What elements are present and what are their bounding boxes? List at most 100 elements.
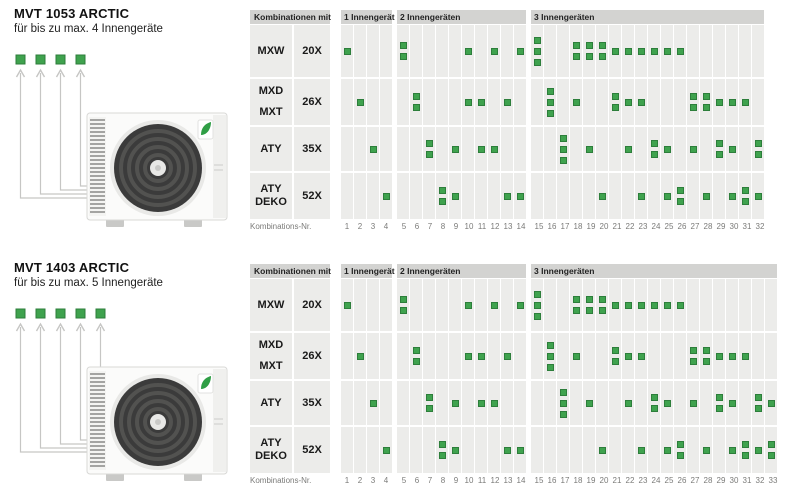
grid-column	[436, 279, 448, 331]
grid-column	[687, 279, 699, 331]
grid-column	[462, 173, 474, 219]
grid-column	[367, 279, 379, 331]
size-label: 52X	[294, 173, 330, 219]
grid-column	[661, 381, 673, 425]
combination-marker	[624, 47, 632, 55]
combination-number: 28	[703, 222, 713, 231]
combination-marker	[399, 53, 407, 60]
grid-column	[544, 25, 556, 77]
group-strip	[531, 25, 764, 77]
grid-column	[436, 381, 448, 425]
grid-column	[354, 381, 366, 425]
combination-marker	[533, 312, 541, 320]
group-strip	[397, 279, 526, 331]
combination-marker	[451, 446, 459, 454]
grid-column	[531, 381, 543, 425]
combination-marker	[490, 145, 498, 153]
grid-column	[449, 333, 461, 379]
grid-column	[674, 127, 686, 171]
grid-column	[410, 279, 422, 331]
grid-column	[514, 333, 526, 379]
grid-column	[354, 25, 366, 77]
grid-column	[635, 127, 647, 171]
grid-column	[752, 381, 764, 425]
grid-column	[514, 25, 526, 77]
grid-column	[475, 127, 487, 171]
grid-column	[475, 173, 487, 219]
group-strip	[397, 333, 526, 379]
combination-marker	[412, 347, 420, 354]
combination-marker	[741, 352, 749, 360]
group-strip	[341, 279, 392, 331]
grid-column	[341, 79, 353, 125]
grid-column	[570, 127, 582, 171]
combination-marker	[572, 296, 580, 303]
grid-column	[713, 127, 725, 171]
fan-ring	[135, 145, 181, 191]
grid-column	[557, 79, 569, 125]
footer-label: Kombinations-Nr.	[250, 476, 312, 485]
group-strip	[341, 127, 392, 171]
combination-marker	[412, 93, 420, 100]
grid-column	[674, 25, 686, 77]
fan-ring	[135, 399, 181, 445]
combination-marker	[533, 301, 541, 309]
grid-column	[514, 427, 526, 473]
grid-column	[488, 25, 500, 77]
grid-column	[596, 25, 608, 77]
grid-column	[635, 333, 647, 379]
footer-label: Kombinations-Nr.	[250, 222, 312, 231]
grid-column	[674, 173, 686, 219]
grid-column	[609, 381, 621, 425]
combination-number: 27	[690, 222, 700, 231]
grid-column	[687, 427, 699, 473]
grid-column	[410, 127, 422, 171]
combination-marker	[689, 358, 697, 365]
grid-column	[713, 381, 725, 425]
arrow-head-icon	[15, 68, 26, 78]
size-label: 35X	[294, 381, 330, 425]
grid-column	[531, 279, 543, 331]
combination-marker	[676, 441, 684, 448]
combination-number: 7	[427, 222, 433, 231]
combination-marker	[464, 98, 472, 106]
combination-marker	[490, 301, 498, 309]
grid-column	[726, 333, 738, 379]
combination-marker	[585, 145, 593, 153]
number-strip: 5 6 7 8 9 10 11 12 13 14	[398, 475, 528, 487]
combination-marker	[663, 47, 671, 55]
grid-column	[739, 427, 751, 473]
grid-column	[726, 173, 738, 219]
product-subtitle: für bis zu max. 5 Innengeräte	[14, 277, 163, 289]
size-label: 35X	[294, 127, 330, 171]
combination-marker	[490, 47, 498, 55]
combination-marker	[425, 394, 433, 401]
table-corner-header: Kombinationen mit	[250, 264, 331, 278]
unit-label-line	[214, 164, 223, 166]
grid-column	[661, 427, 673, 473]
combination-marker	[356, 98, 364, 106]
grid-column	[557, 279, 569, 331]
combination-marker	[754, 192, 762, 200]
grid-column	[570, 381, 582, 425]
group-strip	[341, 333, 392, 379]
combination-number: 21	[612, 222, 622, 231]
combination-marker	[650, 140, 658, 147]
combination-number: 8	[440, 476, 446, 485]
group-strip	[397, 25, 526, 77]
grid-column	[765, 333, 777, 379]
grid-column	[635, 381, 647, 425]
grid-column	[609, 25, 621, 77]
grid-column	[596, 173, 608, 219]
product-section-mvt-1053: MVT 1053 ARCTIC für bis zu max. 4 Inneng…	[14, 6, 764, 231]
grid-column	[462, 79, 474, 125]
combination-marker	[754, 140, 762, 147]
grid-column	[449, 127, 461, 171]
group-strip	[531, 79, 764, 125]
grid-column	[752, 127, 764, 171]
grid-column	[341, 427, 353, 473]
combination-number: 2	[357, 222, 363, 231]
combination-marker	[598, 42, 606, 49]
combination-number: 1	[344, 476, 350, 485]
combination-number: 7	[427, 476, 433, 485]
